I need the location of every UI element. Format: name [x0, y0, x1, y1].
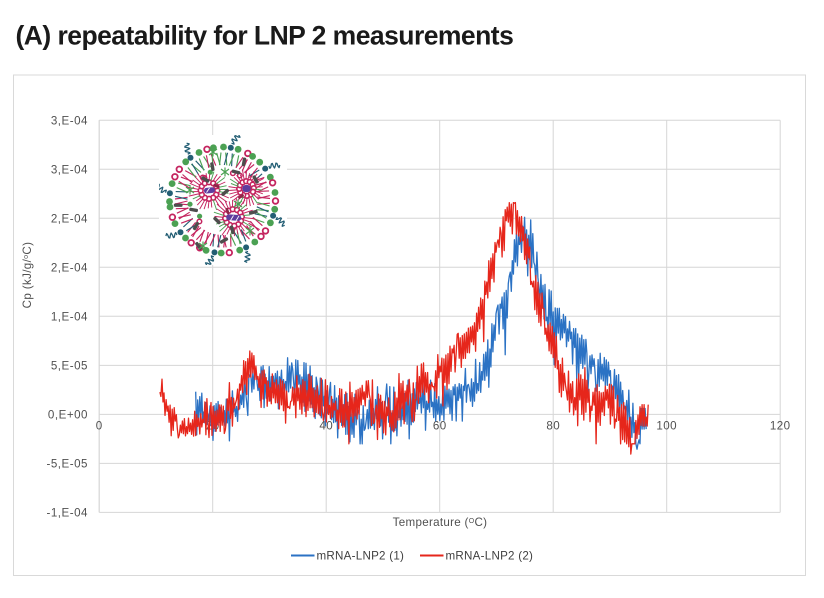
svg-text:(A) repeatability for LNP 2 me: (A) repeatability for LNP 2 measurements	[16, 21, 514, 51]
svg-text:2,E-04: 2,E-04	[51, 212, 88, 225]
svg-text:100: 100	[656, 419, 677, 432]
svg-text:5,E-05: 5,E-05	[51, 359, 88, 372]
svg-text:mRNA-LNP2 (2): mRNA-LNP2 (2)	[446, 550, 534, 563]
svg-text:120: 120	[770, 419, 791, 432]
svg-text:Cp (kJ/g/oC): Cp (kJ/g/oC)	[21, 242, 34, 309]
svg-text:-5,E-05: -5,E-05	[46, 457, 88, 470]
svg-text:80: 80	[546, 419, 560, 432]
svg-text:-1,E-04: -1,E-04	[46, 506, 88, 519]
svg-text:2,E-04: 2,E-04	[51, 261, 88, 274]
svg-text:Temperature (OC): Temperature (OC)	[393, 516, 488, 529]
svg-text:0: 0	[96, 419, 103, 432]
svg-text:60: 60	[433, 419, 447, 432]
svg-text:3,E-04: 3,E-04	[51, 163, 88, 176]
svg-text:1,E-04: 1,E-04	[51, 310, 88, 323]
svg-text:0,E+00: 0,E+00	[48, 408, 88, 421]
svg-text:3,E-04: 3,E-04	[51, 114, 88, 127]
svg-text:mRNA-LNP2 (1): mRNA-LNP2 (1)	[317, 550, 405, 563]
